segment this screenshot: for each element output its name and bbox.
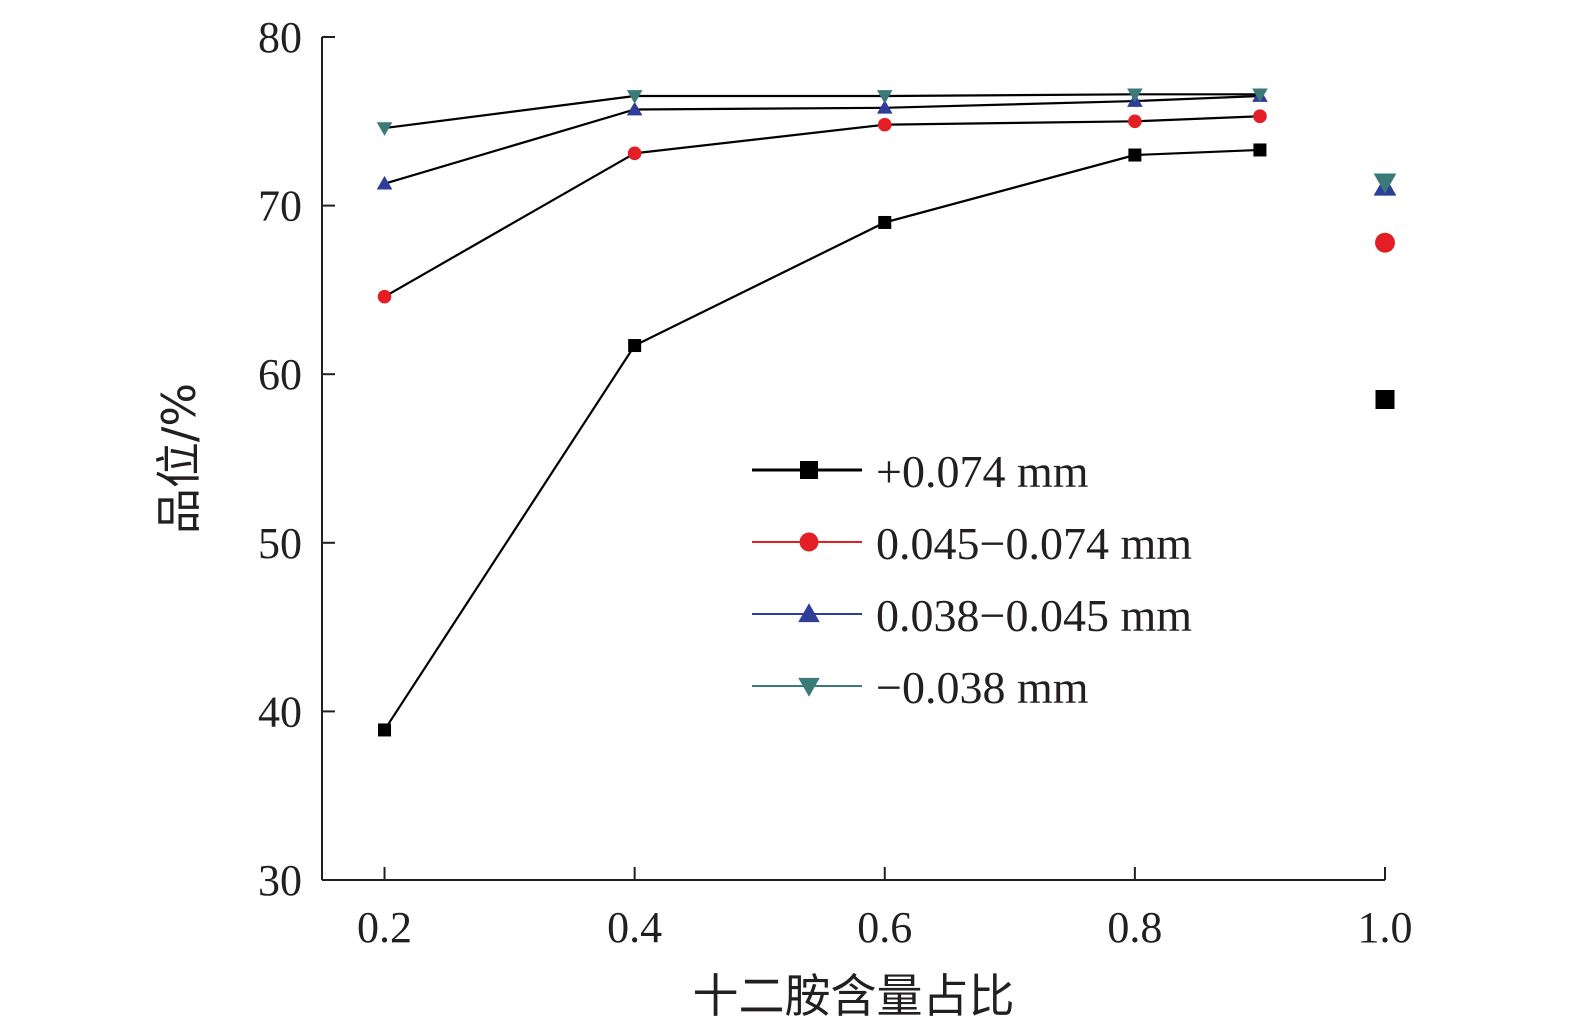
series-0 <box>378 143 1395 737</box>
legend-marker <box>800 461 818 479</box>
data-point <box>376 122 393 136</box>
data-point <box>1127 88 1143 103</box>
data-point-isolated <box>1375 389 1395 409</box>
series-line <box>383 115 1260 298</box>
series-line <box>384 94 1260 185</box>
legend-label: 0.038−0.045 mm <box>876 590 1192 641</box>
data-point <box>1128 148 1142 162</box>
data-point <box>1128 114 1142 129</box>
data-point <box>877 117 892 132</box>
series-layer <box>376 88 1397 737</box>
y-tick-label: 50 <box>258 519 302 568</box>
data-point <box>626 101 643 116</box>
data-point <box>1253 109 1267 124</box>
series-line <box>383 148 1260 731</box>
legend-item: 0.038−0.045 mm <box>752 590 1192 641</box>
axes: 30 40 50 60 70 80 0.2 0.4 0.6 0.8 1.0 <box>258 13 1413 952</box>
data-point <box>1253 143 1267 157</box>
data-point <box>377 289 392 304</box>
legend-item: −0.038 mm <box>752 662 1089 713</box>
data-point <box>1252 88 1268 103</box>
series-2 <box>376 88 1397 196</box>
series-3 <box>376 88 1397 194</box>
data-point-isolated <box>1375 232 1395 253</box>
x-tick-label: 0.4 <box>607 903 662 952</box>
x-axis-title: 十二胺含量占比 <box>693 969 1015 1023</box>
x-tick-label: 0.6 <box>857 903 912 952</box>
y-tick-label: 40 <box>258 687 302 736</box>
data-point <box>876 90 893 104</box>
y-tick-label: 60 <box>258 350 302 399</box>
y-tick-label: 70 <box>258 182 302 231</box>
legend-item: +0.074 mm <box>752 446 1089 497</box>
legend-marker <box>798 677 820 697</box>
legend: +0.074 mm 0.045−0.074 mm 0.038−0.045 mm −0.… <box>752 446 1192 713</box>
data-point-isolated <box>1373 173 1397 194</box>
x-tick-label: 0.2 <box>357 903 412 952</box>
y-axis-title: 品位/% <box>152 383 206 534</box>
data-point <box>876 100 893 114</box>
legend-label: −0.038 mm <box>876 662 1089 713</box>
legend-marker <box>798 603 820 623</box>
y-tick-label: 80 <box>258 13 302 62</box>
data-point <box>378 723 392 737</box>
data-point <box>626 90 643 104</box>
x-tick-label: 0.8 <box>1107 903 1162 952</box>
data-point <box>627 146 642 161</box>
data-point <box>878 215 892 229</box>
y-tick-label: 30 <box>258 856 302 905</box>
legend-label: +0.074 mm <box>876 446 1089 497</box>
legend-item: 0.045−0.074 mm <box>752 518 1192 569</box>
series-1 <box>377 109 1395 304</box>
data-point <box>628 339 642 353</box>
x-tick-label: 1.0 <box>1358 903 1413 952</box>
data-point <box>376 175 393 190</box>
legend-marker <box>799 532 819 552</box>
legend-label: 0.045−0.074 mm <box>876 518 1192 569</box>
